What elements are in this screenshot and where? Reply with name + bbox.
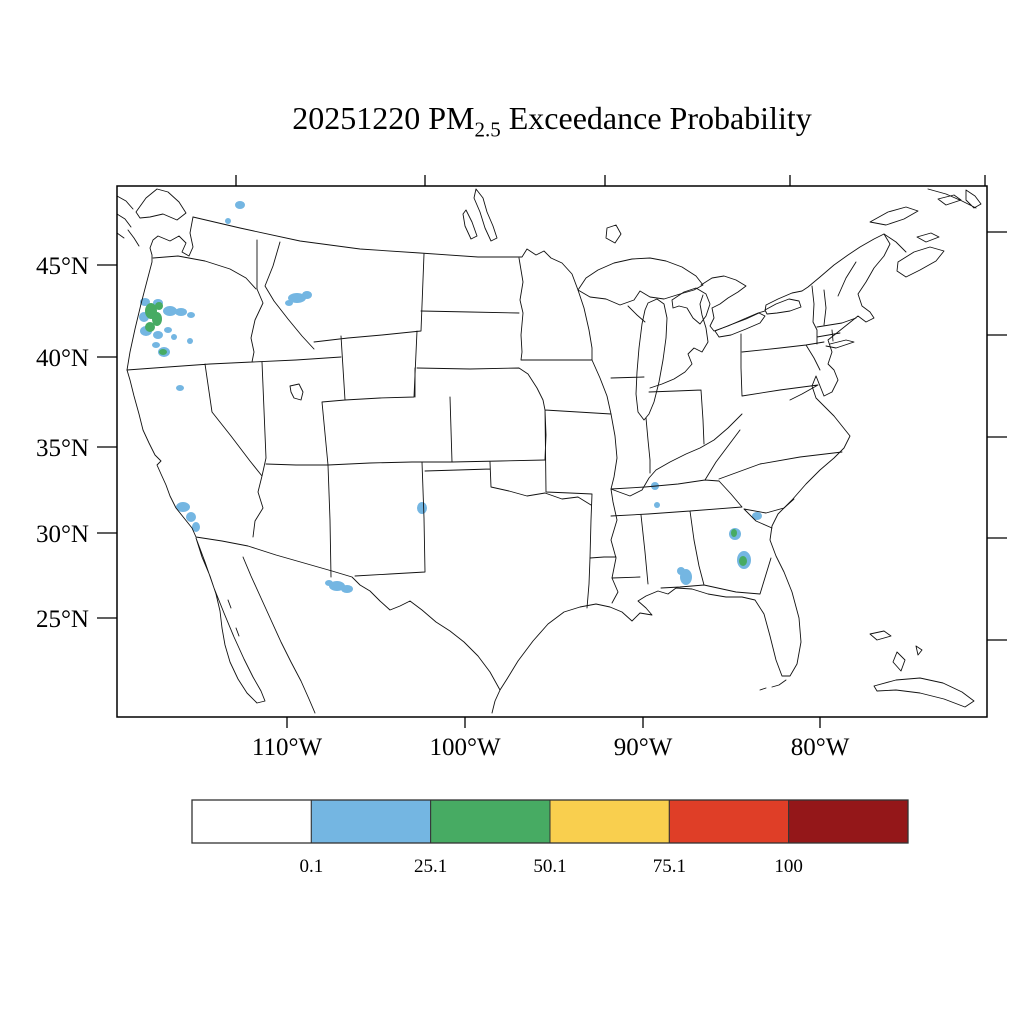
title-date-variable: 20251220 PM (292, 100, 475, 136)
state-borders-midwest (577, 289, 743, 604)
mexico-caribbean-geography (195, 537, 975, 714)
canada-geography (116, 188, 982, 278)
longitude-label: 100°W (429, 734, 500, 761)
lake-superior (577, 257, 704, 306)
michigan-mitten (649, 294, 709, 389)
canada-border-line (192, 216, 579, 291)
exceedance-blob (739, 556, 747, 566)
exceedance-blob (325, 580, 333, 586)
colorbar-segment (310, 799, 432, 844)
exceedance-blob (155, 302, 163, 310)
latitude-label: 30°N (36, 521, 89, 548)
title-subscript: 2.5 (474, 117, 501, 142)
exceedance-blob (341, 585, 353, 593)
colorbar-segment (549, 799, 670, 844)
probability-colorbar: 0.1 25.1 50.1 75.1 100 (191, 799, 909, 877)
latitude-label: 25°N (36, 606, 89, 633)
plot-frame (116, 185, 988, 718)
chart-title: 20251220 PM2.5 Exceedance Probability (117, 100, 987, 142)
latitude-label: 35°N (36, 435, 89, 462)
exceedance-blob (192, 522, 200, 532)
latitude-label: 40°N (36, 345, 89, 372)
lake-michigan (635, 298, 668, 421)
exceedance-blob (654, 502, 660, 508)
colorbar-segment (191, 799, 312, 844)
colorbar-segment (430, 799, 551, 844)
exceedance-blob (731, 529, 737, 537)
exceedance-blob (152, 312, 162, 326)
colorbar-segment (788, 799, 909, 844)
axis-ticks (97, 175, 1007, 728)
lake-huron (671, 287, 711, 325)
exceedance-blob (187, 312, 195, 318)
exceedance-blob (159, 349, 167, 355)
colorbar-tick-label: 100 (774, 856, 803, 877)
colorbar-tick-label: 75.1 (653, 856, 686, 877)
exceedance-blob (329, 581, 345, 591)
longitude-label: 110°W (252, 734, 323, 761)
exceedance-blob (176, 502, 190, 512)
exceedance-blob (164, 327, 172, 333)
title-suffix: Exceedance Probability (500, 100, 812, 136)
state-borders-west (126, 239, 425, 578)
exceedance-blob (145, 322, 155, 332)
exceedance-blob (152, 342, 160, 348)
exceedance-probability-overlay (139, 201, 762, 593)
us-coastline (126, 216, 891, 691)
exceedance-blob (176, 385, 184, 391)
exceedance-blob (225, 218, 231, 224)
exceedance-blob (288, 293, 306, 303)
us-map-outlines (116, 188, 982, 714)
colorbar-tick-label: 50.1 (533, 856, 566, 877)
latitude-label: 45°N (36, 253, 89, 280)
colorbar-outline (191, 799, 909, 844)
exceedance-blob (417, 502, 427, 514)
exceedance-blob (187, 338, 193, 344)
colorbar-tick-label: 25.1 (414, 856, 447, 877)
exceedance-blob (302, 291, 312, 299)
lake-ontario (764, 298, 802, 315)
exceedance-blob (171, 334, 177, 340)
colorbar-segment (668, 799, 790, 844)
exceedance-blob (285, 300, 293, 306)
exceedance-blob (752, 512, 762, 520)
colorbar-tick-label: 0.1 (299, 856, 323, 877)
longitude-label: 80°W (791, 734, 850, 761)
exceedance-blob (175, 308, 187, 316)
longitude-label: 90°W (614, 734, 673, 761)
exceedance-blob (153, 331, 163, 339)
state-borders-northeast (740, 261, 857, 401)
exceedance-blob (163, 306, 177, 316)
exceedance-blob (186, 512, 196, 522)
exceedance-blob (677, 567, 685, 575)
exceedance-blob (235, 201, 245, 209)
axis-tick-labels: 45°N 40°N 35°N 30°N 25°N 110°W 100°W 90°W 80°W (36, 253, 850, 761)
lake-erie (714, 312, 766, 338)
long-island (825, 339, 855, 349)
state-borders-south (589, 429, 843, 595)
state-borders-plains (327, 257, 612, 609)
ontario-quebec-shore (700, 233, 885, 332)
